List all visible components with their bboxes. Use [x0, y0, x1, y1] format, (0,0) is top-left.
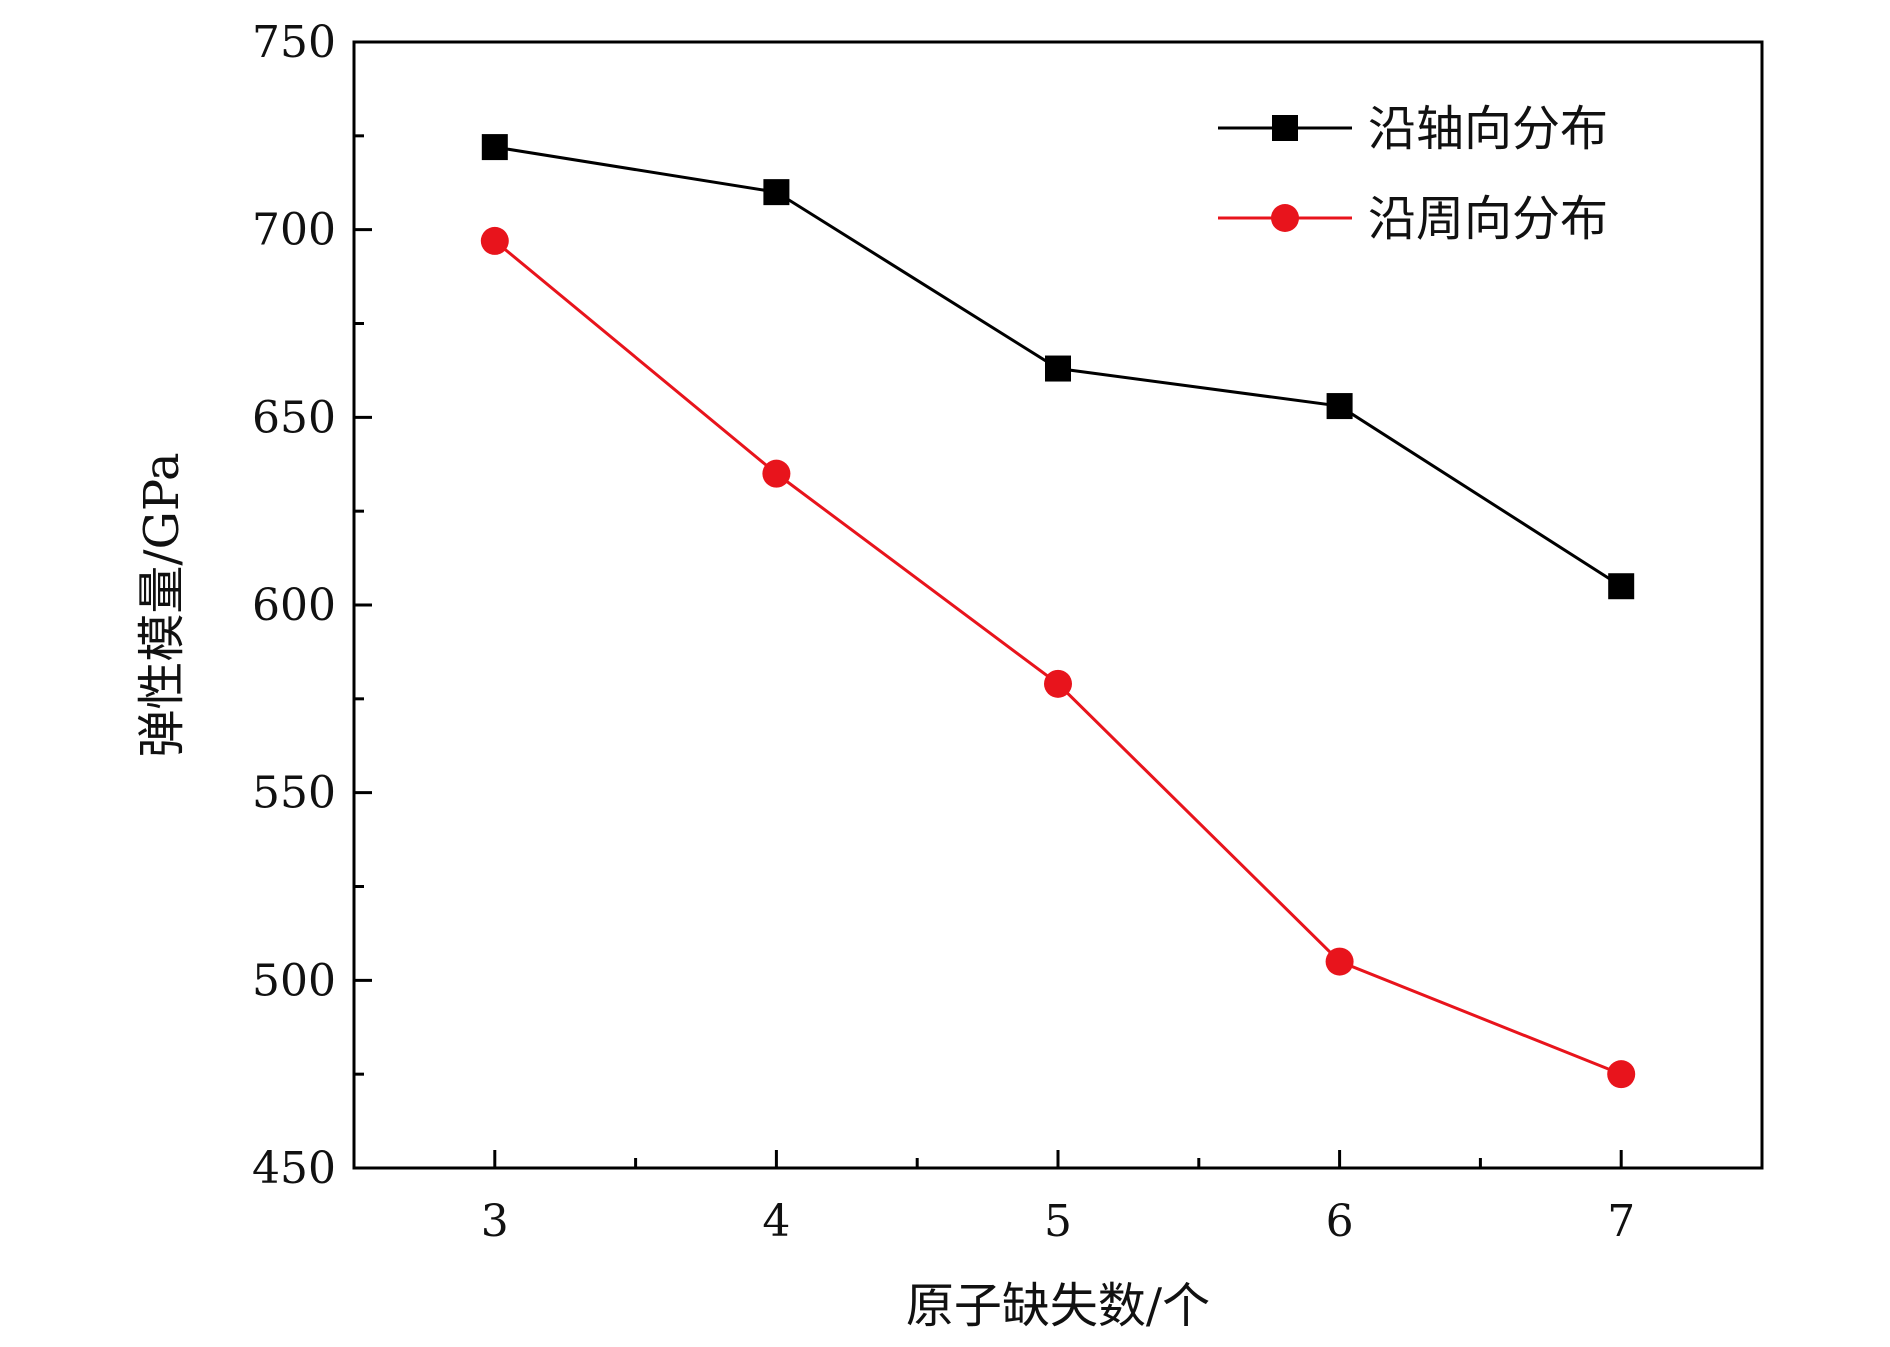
data-point-circle — [762, 459, 791, 488]
y-tick-label: 500 — [252, 955, 336, 1006]
x-tick-label: 3 — [481, 1196, 509, 1247]
x-tick-label: 6 — [1326, 1196, 1354, 1247]
x-axis-title: 原子缺失数/个 — [906, 1278, 1210, 1334]
tick-labels: 3 4 5 6 7 450 500 550 600 650 700 750 — [252, 17, 1635, 1247]
legend: 沿轴向分布 沿周向分布 — [1218, 101, 1608, 247]
legend-label-circumferential: 沿周向分布 — [1368, 191, 1608, 247]
data-point-square — [1045, 355, 1071, 382]
x-tick-label: 7 — [1607, 1196, 1635, 1247]
y-tick-label: 450 — [252, 1143, 336, 1194]
data-point-circle — [480, 226, 509, 255]
data-point-square — [1326, 393, 1353, 420]
y-tick-label: 600 — [252, 580, 336, 631]
data-point-circle — [1325, 947, 1354, 976]
data-point-square — [481, 134, 508, 161]
y-tick-label: 750 — [252, 17, 336, 68]
y-tick-label: 700 — [252, 205, 336, 256]
data-point-circle — [1607, 1060, 1636, 1089]
series-layer — [480, 134, 1636, 1089]
legend-marker-square — [1272, 115, 1298, 141]
x-tick-label: 5 — [1044, 1196, 1072, 1247]
plot-area-frame — [352, 40, 1764, 1170]
legend-marker-circle — [1271, 204, 1299, 232]
y-axis-title: 弹性模量/GPa — [134, 452, 190, 757]
y-tick-label: 550 — [252, 768, 336, 819]
data-point-square — [763, 179, 790, 206]
data-point-square — [1608, 573, 1635, 600]
y-tick-label: 650 — [252, 392, 336, 443]
legend-label-axial: 沿轴向分布 — [1368, 101, 1608, 157]
x-tick-label: 4 — [762, 1196, 790, 1247]
data-point-circle — [1044, 669, 1072, 698]
